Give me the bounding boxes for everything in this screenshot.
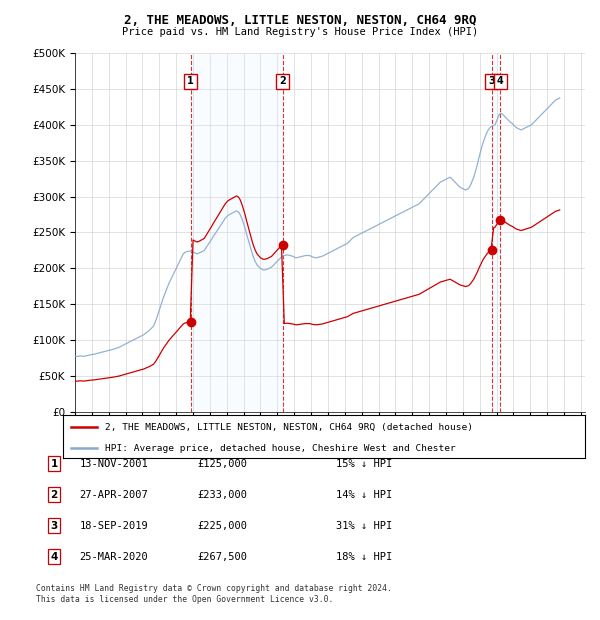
Text: Price paid vs. HM Land Registry's House Price Index (HPI): Price paid vs. HM Land Registry's House … xyxy=(122,27,478,37)
Bar xyxy=(191,53,283,412)
Bar xyxy=(491,53,500,412)
Text: 3: 3 xyxy=(488,76,495,86)
Text: 18% ↓ HPI: 18% ↓ HPI xyxy=(336,552,392,562)
Text: 4: 4 xyxy=(497,76,504,86)
Text: 31% ↓ HPI: 31% ↓ HPI xyxy=(336,521,392,531)
Text: £225,000: £225,000 xyxy=(197,521,247,531)
Text: 15% ↓ HPI: 15% ↓ HPI xyxy=(336,459,392,469)
Text: 1: 1 xyxy=(50,459,58,469)
Text: 4: 4 xyxy=(50,552,58,562)
Text: 14% ↓ HPI: 14% ↓ HPI xyxy=(336,490,392,500)
Text: 1: 1 xyxy=(187,76,194,86)
Text: 25-MAR-2020: 25-MAR-2020 xyxy=(80,552,148,562)
Text: This data is licensed under the Open Government Licence v3.0.: This data is licensed under the Open Gov… xyxy=(36,595,334,604)
Text: £267,500: £267,500 xyxy=(197,552,247,562)
Text: 2: 2 xyxy=(50,490,58,500)
Text: £125,000: £125,000 xyxy=(197,459,247,469)
Text: 2, THE MEADOWS, LITTLE NESTON, NESTON, CH64 9RQ (detached house): 2, THE MEADOWS, LITTLE NESTON, NESTON, C… xyxy=(105,423,473,432)
Text: Contains HM Land Registry data © Crown copyright and database right 2024.: Contains HM Land Registry data © Crown c… xyxy=(36,584,392,593)
Text: 13-NOV-2001: 13-NOV-2001 xyxy=(80,459,148,469)
Text: £233,000: £233,000 xyxy=(197,490,247,500)
Text: 18-SEP-2019: 18-SEP-2019 xyxy=(80,521,148,531)
Text: 2: 2 xyxy=(280,76,286,86)
Text: HPI: Average price, detached house, Cheshire West and Chester: HPI: Average price, detached house, Ches… xyxy=(105,444,455,453)
Text: 27-APR-2007: 27-APR-2007 xyxy=(80,490,148,500)
Text: 2, THE MEADOWS, LITTLE NESTON, NESTON, CH64 9RQ: 2, THE MEADOWS, LITTLE NESTON, NESTON, C… xyxy=(124,14,476,27)
Text: 3: 3 xyxy=(50,521,58,531)
